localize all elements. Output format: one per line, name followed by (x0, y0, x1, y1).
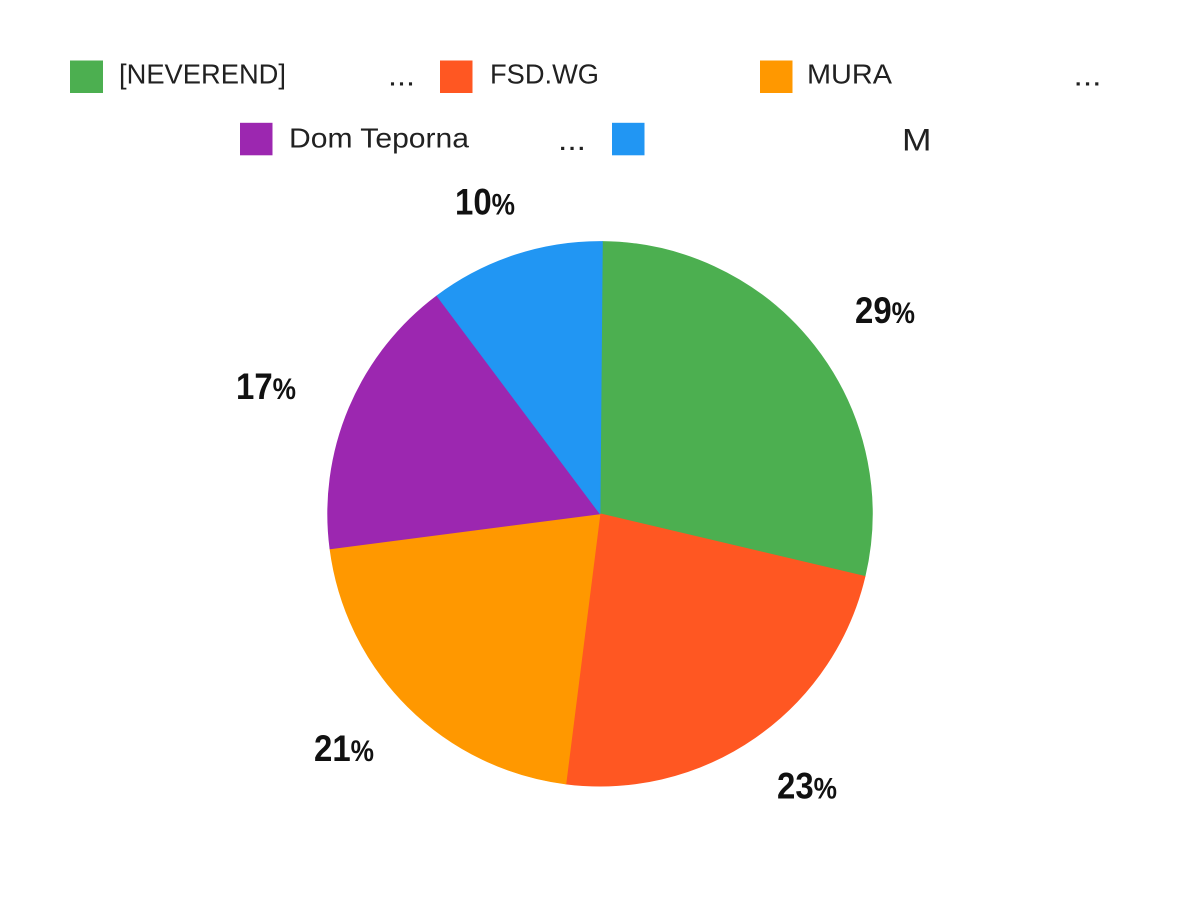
svg-text:[NEVEREND]: [NEVEREND] (119, 58, 286, 89)
svg-text:FSD.WG: FSD.WG (490, 58, 599, 89)
svg-text:17%: 17% (236, 366, 296, 407)
svg-text:29%: 29% (855, 290, 915, 331)
svg-text:...: ... (388, 60, 415, 93)
svg-text:10%: 10% (455, 181, 515, 222)
svg-text:Dom Teporna: Dom Teporna (289, 122, 469, 153)
svg-text:...: ... (1074, 60, 1102, 93)
svg-text:M: M (902, 122, 932, 158)
svg-text:...: ... (558, 124, 586, 157)
svg-text:MURA: MURA (807, 58, 892, 89)
svg-text:23%: 23% (777, 766, 837, 807)
svg-text:21%: 21% (314, 728, 374, 769)
